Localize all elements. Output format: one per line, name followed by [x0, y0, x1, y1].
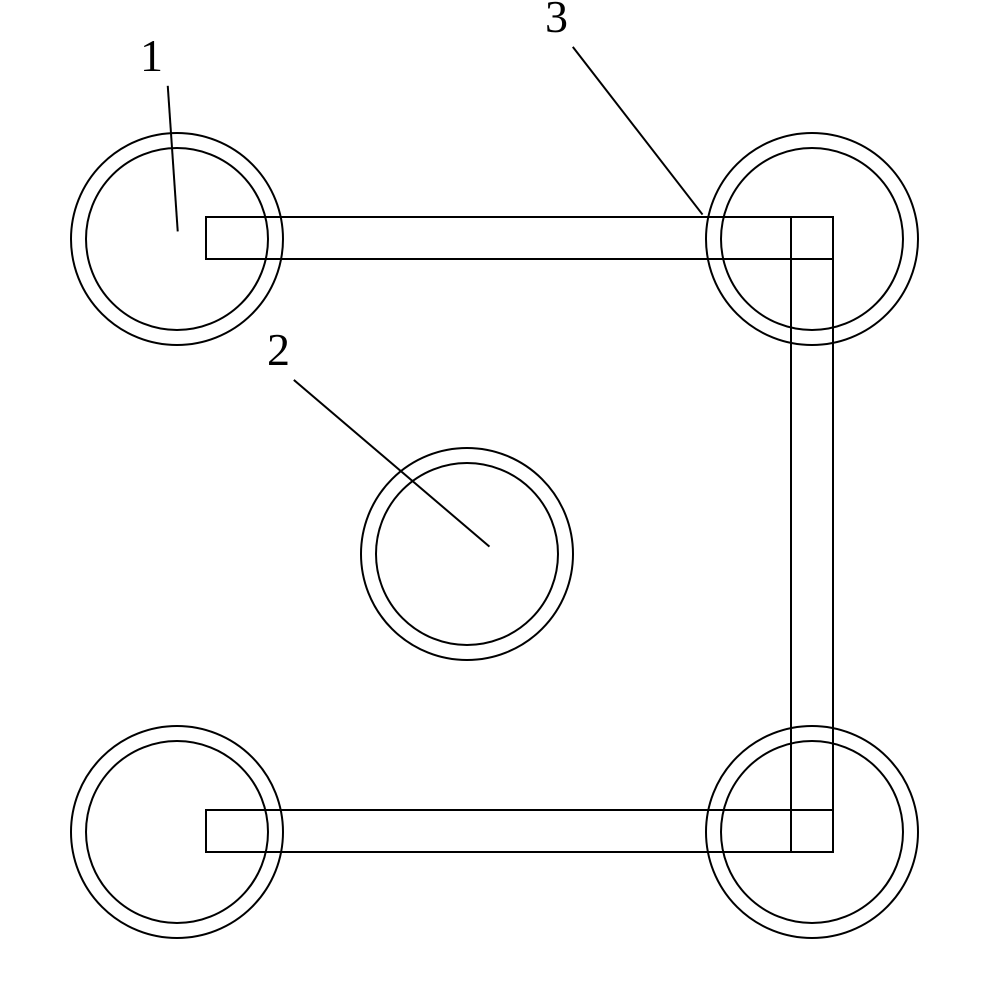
callout-label-3: 3 [545, 0, 568, 43]
callout-label-1: 1 [140, 29, 163, 82]
diagram-stage: 1 2 3 [0, 0, 1000, 988]
ring-bottom-right-inner [720, 740, 904, 924]
ring-top-right-inner [720, 147, 904, 331]
leader-line-3 [572, 47, 703, 216]
ring-bottom-left-inner [85, 740, 269, 924]
callout-label-2: 2 [267, 323, 290, 376]
ring-center-inner [375, 462, 559, 646]
ring-top-left-inner [85, 147, 269, 331]
